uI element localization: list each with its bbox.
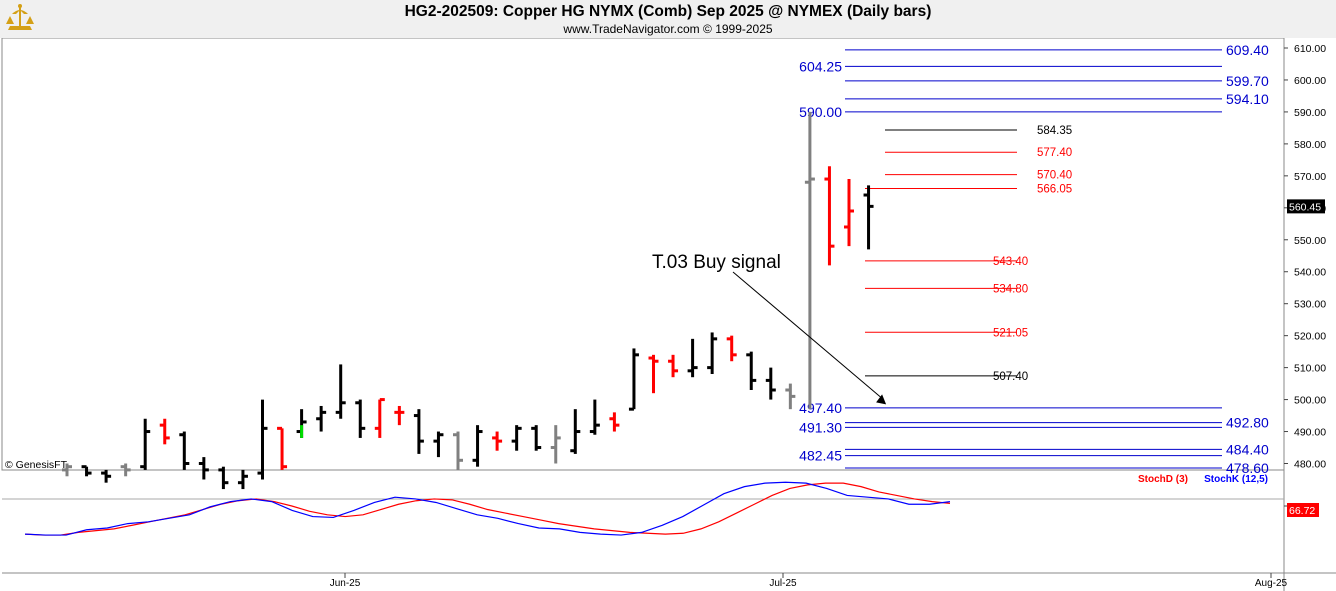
ohlc-bar [570,409,581,454]
ohlc-bar [101,469,112,483]
ohlc-bar [179,431,190,470]
level-label: 590.00 [799,104,842,120]
ohlc-bar [472,425,483,467]
ohlc-bar [589,399,600,435]
chart-title: HG2-202509: Copper HG NYMX (Comb) Sep 20… [404,3,932,20]
ohlc-bar [453,431,463,470]
chart-subtitle: www.TradeNavigator.com © 1999-2025 [563,22,773,36]
level-label: 570.40 [1037,170,1072,182]
level-label: 484.40 [1226,441,1269,457]
ohlc-bar [140,418,151,470]
level-label: 599.70 [1226,73,1269,89]
last-price-label: 560.45 [1289,201,1321,213]
ohlc-bar [746,351,757,390]
level-label: 566.05 [1037,183,1072,195]
annotation-label: T.03 Buy signal [652,252,781,273]
ohlc-bar [394,405,405,426]
level-label: 543.40 [993,256,1028,268]
x-tick-label: Aug-25 [1255,578,1288,589]
stochK-line [24,481,951,536]
ohlc-bar [511,425,522,451]
ohlc-bar [433,431,444,458]
y-tick-label: 510.00 [1294,363,1326,375]
level-label: 584.35 [1037,125,1072,137]
y-tick-label: 500.00 [1294,395,1326,407]
legend-stochD: StochD (3) [1138,474,1188,485]
price-panel [1,38,1285,471]
x-tick-label: Jun-25 [330,578,361,589]
ohlc-bar [159,418,170,445]
y-tick-label: 600.00 [1294,75,1326,87]
y-tick-label: 540.00 [1294,267,1326,279]
ohlc-bar [609,412,620,432]
y-tick-label: 580.00 [1294,139,1326,151]
legend-stochK: StochK (12,5) [1204,474,1268,485]
ohlc-bar [374,398,385,438]
level-label: 594.10 [1226,91,1269,107]
y-tick-label: 480.00 [1294,459,1326,471]
ohlc-bar [257,399,268,480]
ohlc-bar [81,465,92,477]
y-tick-label: 530.00 [1294,299,1326,311]
watermark: © GenesisFT [5,459,68,471]
ohlc-bar [296,409,307,438]
annotation-arrowhead [876,394,887,405]
y-tick-label: 490.00 [1294,427,1326,439]
ohlc-bar [550,425,561,464]
level-label: 507.40 [993,371,1028,383]
ohlc-bar [844,179,854,247]
ohlc-bar [687,338,698,378]
ohlc-bar [765,367,776,400]
ohlc-bar [785,383,796,410]
level-label: 577.40 [1037,147,1072,159]
y-tick-label: 590.00 [1294,107,1326,119]
ohlc-bar [277,426,288,470]
ohlc-bar [237,469,248,490]
level-label: 492.80 [1226,415,1269,431]
ohlc-bar [355,399,366,438]
stoch-last-label: 66.72 [1289,505,1315,517]
last-price-box [1287,199,1325,214]
ohlc-bar [863,185,874,250]
ohlc-bar [531,425,542,451]
x-tick-label: Jul-25 [769,578,797,589]
ohlc-bar [648,354,659,394]
ohlc-bar [804,111,815,410]
level-label: 497.40 [799,400,842,416]
level-label: 521.05 [993,327,1028,339]
annotation-line [732,271,883,399]
y-tick-label: 550.00 [1294,235,1326,247]
ohlc-bar [707,332,718,375]
ohlc-bar [628,348,639,411]
ohlc-bar [198,457,209,480]
ohlc-bar [218,466,229,490]
stochD-line [24,482,951,536]
ohlc-bar [668,354,679,378]
y-tick-label: 520.00 [1294,331,1326,343]
level-label: 478.60 [1226,460,1269,476]
level-label: 482.45 [799,448,842,464]
ohlc-bar [120,463,131,477]
chart-header: HG2-202509: Copper HG NYMX (Comb) Sep 20… [0,0,1336,38]
stoch-last-box [1287,503,1319,517]
trade-navigator-logo-icon [4,2,36,34]
ohlc-bar [492,431,503,451]
level-label: 604.25 [799,58,842,74]
level-label: 534.80 [993,283,1028,295]
ohlc-bar [824,166,835,266]
ohlc-bar [335,364,346,419]
ohlc-bar [726,335,737,362]
ohlc-bar [62,463,72,477]
level-label: 491.30 [799,419,842,435]
ohlc-bar [413,409,424,454]
y-tick-label: 610.00 [1294,43,1326,55]
price-chart: 480.00 490.00 500.00 510.00 520.00 530.00 540.… [1,38,1336,591]
ohlc-bar [316,405,327,432]
level-label: 609.40 [1226,42,1269,58]
y-tick-label: 570.00 [1294,171,1326,183]
